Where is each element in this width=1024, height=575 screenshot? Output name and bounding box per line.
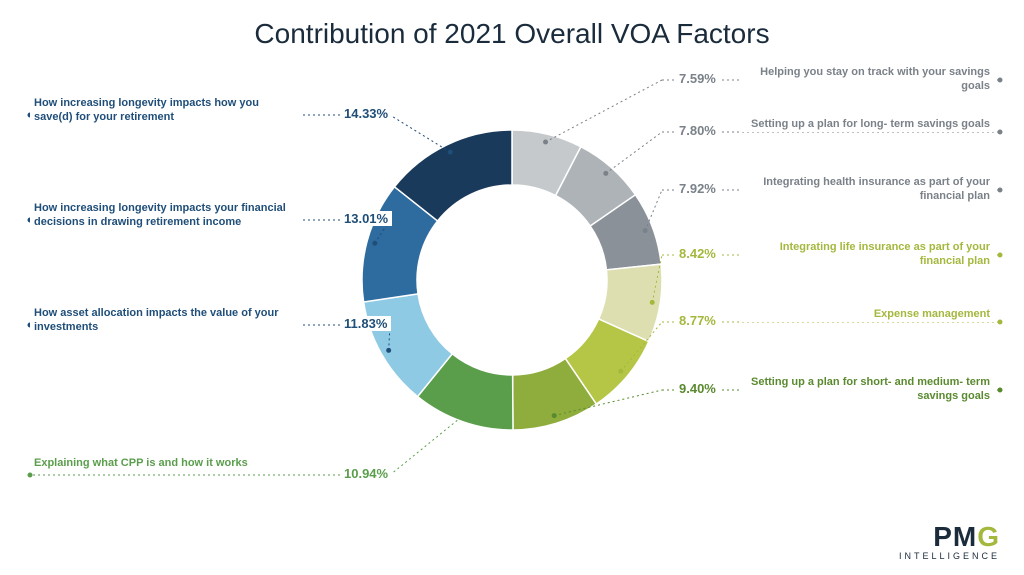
slice-pct: 14.33%: [340, 106, 392, 121]
slice-label: Explaining what CPP is and how it works: [30, 457, 300, 471]
slice-label: Setting up a plan for short- and medium-…: [740, 376, 994, 404]
logo-letter-m: M: [953, 521, 977, 552]
slice-pct: 7.59%: [675, 71, 720, 86]
slice-label: How increasing longevity impacts how you…: [30, 97, 300, 125]
brand-logo: PMG INTELLIGENCE: [899, 523, 1000, 561]
slice-pct: 7.80%: [675, 123, 720, 138]
slice-pct: 10.94%: [340, 466, 392, 481]
logo-sub: INTELLIGENCE: [899, 551, 1000, 561]
donut-svg: [362, 130, 662, 430]
slice-pct: 11.83%: [340, 316, 391, 331]
slice-label: Expense management: [740, 308, 994, 322]
slice-label: Setting up a plan for long- term savings…: [740, 118, 994, 132]
slice-label: Integrating health insurance as part of …: [740, 176, 994, 204]
logo-letter-g: G: [977, 521, 1000, 552]
logo-main: PMG: [899, 523, 1000, 551]
slice-pct: 9.40%: [675, 381, 720, 396]
slice-label: Integrating life insurance as part of yo…: [740, 241, 994, 269]
slice-label: Helping you stay on track with your savi…: [740, 66, 994, 94]
chart-title: Contribution of 2021 Overall VOA Factors: [0, 18, 1024, 50]
slice-pct: 8.77%: [675, 313, 720, 328]
slice-label: How asset allocation impacts the value o…: [30, 307, 300, 335]
slice-pct: 13.01%: [340, 211, 392, 226]
donut-chart: 7.59%Helping you stay on track with your…: [0, 70, 1024, 550]
slice-label: How increasing longevity impacts your fi…: [30, 202, 300, 230]
slice-pct: 8.42%: [675, 246, 720, 261]
slice-pct: 7.92%: [675, 181, 720, 196]
logo-letter-p: P: [933, 521, 953, 552]
